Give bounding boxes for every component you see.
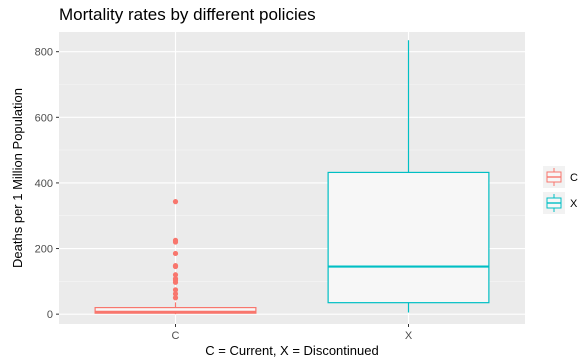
y-tick-label: 0 — [47, 309, 53, 321]
y-axis-ticks: 0 200 400 600 800 — [35, 47, 59, 321]
y-tick-label: 800 — [35, 47, 53, 59]
outlier-point — [172, 199, 179, 205]
y-tick-label: 200 — [35, 244, 53, 256]
legend-key-X — [543, 192, 565, 214]
chart-title: Mortality rates by different policies — [59, 5, 316, 24]
x-tick-label: X — [405, 330, 413, 342]
box-group-C — [94, 199, 257, 315]
outlier-point — [172, 287, 179, 293]
x-axis-label: C = Current, X = Discontinued — [205, 343, 378, 358]
legend-label: C — [570, 172, 578, 184]
outlier-point — [172, 272, 179, 278]
outlier-point — [172, 291, 179, 297]
x-tick-label: C — [172, 330, 180, 342]
outlier-point — [172, 263, 179, 269]
y-axis-label: Deaths per 1 Million Population — [10, 88, 25, 268]
outlier-point — [172, 295, 179, 301]
legend: CX — [543, 166, 578, 214]
outlier-point — [172, 250, 179, 257]
box-body — [94, 306, 257, 314]
outlier-point — [172, 276, 179, 282]
box-body — [327, 171, 490, 304]
box-group-X — [327, 40, 490, 313]
boxes — [94, 40, 490, 315]
y-tick-label: 600 — [35, 112, 53, 124]
legend-key-C — [543, 166, 565, 188]
outlier-point — [172, 237, 179, 243]
y-tick-label: 400 — [35, 178, 53, 190]
legend-label: X — [570, 198, 578, 210]
